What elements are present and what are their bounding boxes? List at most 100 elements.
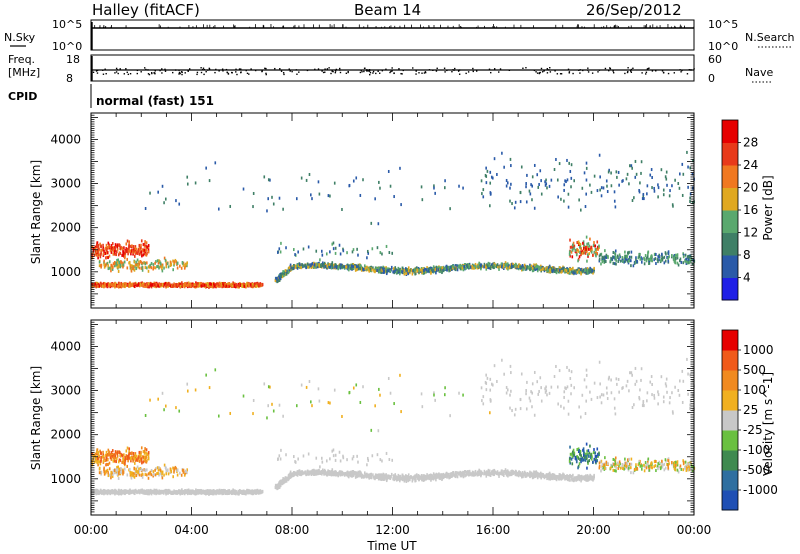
- power-echo-cell: [689, 166, 691, 170]
- power-echo-cell: [116, 261, 119, 265]
- power-echo-cell: [374, 197, 376, 201]
- power-echo-cell: [504, 264, 507, 268]
- power-echo-cell: [660, 168, 663, 172]
- power-echo-cell: [166, 283, 169, 287]
- nave-dot: [432, 69, 434, 71]
- power-echo-cell: [536, 265, 538, 269]
- velocity-echo-cell: [115, 460, 118, 464]
- power-echo-cell: [338, 264, 341, 268]
- power-echo-cell: [594, 247, 597, 251]
- power-echo-cell: [590, 246, 592, 250]
- nave-dot: [686, 73, 689, 75]
- power-echo-cell: [583, 248, 586, 252]
- power-echo-cell: [301, 263, 303, 267]
- power-echo-cell: [440, 268, 442, 272]
- power-echo-cell: [432, 265, 435, 269]
- power-echo-cell: [626, 259, 629, 263]
- nave-dot: [114, 72, 116, 74]
- power-echo-cell: [311, 264, 314, 268]
- power-echo-cell: [112, 249, 115, 253]
- power-echo-cell: [538, 265, 540, 269]
- power-echo-cell: [588, 271, 590, 275]
- velocity-echo-cell: [232, 491, 235, 495]
- nave-dot: [418, 72, 420, 74]
- power-echo-cell: [437, 266, 439, 270]
- freq-tick-top: 18: [66, 53, 80, 66]
- power-echo-cell: [163, 256, 166, 260]
- power-echo-cell: [567, 205, 570, 209]
- power-echo-cell: [531, 184, 534, 188]
- power-echo-cell: [650, 254, 653, 258]
- velocity-echo-cell: [94, 459, 97, 463]
- velocity-echo-cell: [113, 491, 115, 495]
- power-echo-cell: [217, 207, 220, 211]
- power-echo-cell: [231, 284, 233, 288]
- power-echo-cell: [485, 181, 488, 185]
- power-echo-cell: [379, 186, 381, 190]
- power-echo-cell: [676, 261, 679, 265]
- power-echo-cell: [403, 272, 406, 276]
- nave-dot: [148, 73, 151, 76]
- velocity-echo-cell: [124, 492, 126, 496]
- power-echo-cell: [689, 192, 692, 196]
- power-echo-cell: [614, 251, 616, 255]
- power-echo-cell: [509, 157, 512, 161]
- power-echo-cell: [607, 170, 610, 174]
- nave-dot: [178, 73, 180, 75]
- power-echo-cell: [280, 274, 282, 278]
- power-echo-cell: [389, 184, 392, 188]
- velocity-echo-cell: [257, 489, 259, 493]
- power-echo-cell: [110, 269, 112, 273]
- power-echo-cell: [461, 266, 464, 270]
- power-echo-cell: [653, 253, 656, 257]
- power-echo-cell: [129, 263, 132, 267]
- power-echo-cell: [676, 253, 679, 257]
- power-echo-cell: [522, 268, 524, 272]
- power-echo-cell: [385, 272, 388, 276]
- power-echo-cell: [367, 268, 370, 272]
- power-echo-cell: [105, 262, 107, 266]
- power-echo-cell: [350, 267, 352, 271]
- power-echo-cell: [578, 198, 580, 202]
- power-echo-cell: [595, 247, 598, 251]
- power-echo-cell: [123, 246, 125, 250]
- power-echo-cell: [469, 265, 472, 269]
- power-echo-cell: [163, 266, 165, 270]
- power-echo-cell: [385, 266, 387, 270]
- power-echo-cell: [138, 252, 141, 256]
- power-echo-cell: [689, 199, 691, 203]
- velocity-echo-cell: [101, 491, 104, 495]
- power-echo-cell: [318, 192, 321, 196]
- velocity-echo-cell: [94, 452, 97, 456]
- nave-dot: [488, 68, 491, 70]
- velocity-echo-cell: [95, 488, 97, 492]
- power-echo-cell: [288, 266, 291, 270]
- power-echo-cell: [111, 247, 114, 251]
- power-echo-cell: [669, 189, 671, 193]
- nave-dot: [283, 73, 285, 76]
- power-echo-cell: [634, 175, 637, 179]
- nave-dot: [401, 73, 403, 75]
- power-y-tick-4000: 4000: [50, 132, 81, 146]
- power-echo-cell: [359, 193, 362, 197]
- power-echo-cell: [290, 266, 293, 270]
- power-echo-cell: [320, 264, 322, 268]
- velocity-echo-cell: [202, 489, 204, 493]
- power-echo-cell: [249, 283, 252, 287]
- power-echo-cell: [639, 181, 641, 185]
- velocity-echo-cell: [165, 491, 167, 495]
- power-echo-cell: [437, 268, 439, 272]
- nave-dot: [105, 72, 107, 75]
- power-echo-cell: [589, 183, 591, 187]
- power-echo-cell: [544, 180, 546, 184]
- power-echo-cell: [97, 283, 100, 287]
- power-echo-cell: [682, 252, 684, 256]
- power-echo-cell: [239, 283, 242, 287]
- power-echo-cell: [215, 283, 217, 287]
- power-echo-cell: [514, 200, 517, 204]
- power-echo-cell: [144, 206, 147, 210]
- power-echo-cell: [130, 265, 132, 269]
- power-echo-cell: [281, 275, 284, 279]
- power-echo-cell: [579, 208, 582, 212]
- nave-dot: [536, 72, 539, 74]
